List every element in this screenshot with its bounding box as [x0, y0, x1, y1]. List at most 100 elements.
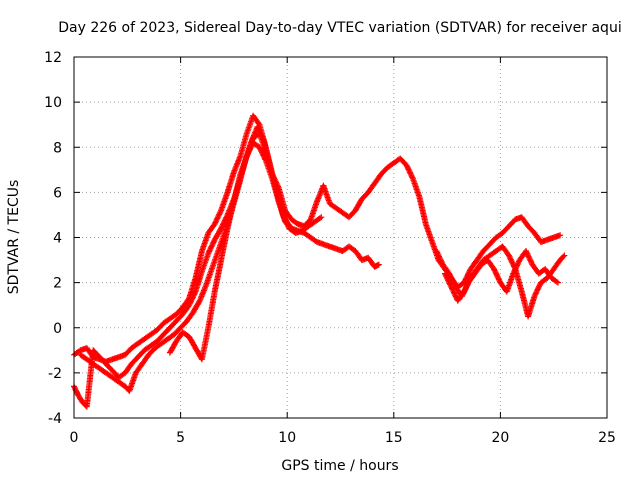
- grid: [74, 57, 607, 418]
- data-marker-run: [205, 290, 218, 331]
- data-marker-run: [179, 303, 192, 318]
- data-marker-run: [446, 270, 458, 289]
- data-marker-run: [275, 184, 288, 212]
- x-tick-label: 10: [278, 430, 296, 446]
- data-marker-run: [525, 223, 537, 235]
- data-marker-run: [139, 353, 151, 367]
- data-marker-run: [75, 392, 85, 404]
- data-marker-run: [371, 172, 384, 187]
- data-marker-run: [198, 251, 211, 275]
- data-marker-run: [115, 378, 127, 389]
- data-marker-run: [186, 276, 199, 302]
- data-marker-run: [250, 112, 262, 127]
- series-arc-5: [442, 243, 568, 320]
- data-marker-run: [548, 275, 560, 285]
- y-tick-label: 10: [44, 95, 62, 111]
- data-marker-run: [499, 224, 511, 236]
- data-marker-run: [378, 165, 390, 178]
- data-marker-run: [77, 351, 89, 362]
- data-marker-run: [177, 319, 189, 331]
- data-marker-run: [326, 200, 338, 211]
- data-marker-run: [358, 190, 371, 203]
- data-marker-run: [384, 160, 396, 171]
- data-marker-run: [301, 230, 313, 240]
- data-marker-run: [442, 270, 454, 289]
- data-marker-run: [224, 199, 237, 232]
- data-marker-run: [224, 170, 237, 196]
- data-marker-run: [518, 214, 531, 228]
- data-marker-run: [230, 154, 243, 176]
- data-marker-run: [211, 258, 224, 295]
- y-tick-label: 8: [53, 140, 62, 156]
- x-tick-label: 0: [70, 430, 79, 446]
- chart-title: Day 226 of 2023, Sidereal Day-to-day VTE…: [58, 20, 621, 36]
- y-tick-label: 4: [53, 231, 62, 247]
- data-marker-run: [448, 284, 461, 303]
- data-marker-run: [196, 283, 209, 304]
- data-marker-run: [491, 266, 503, 285]
- data-marker-run: [160, 316, 172, 327]
- data-marker-run: [542, 266, 554, 280]
- data-marker-run: [90, 347, 102, 359]
- series-arc-2: [71, 130, 382, 410]
- data-marker-run: [128, 341, 140, 352]
- data-marker-run: [154, 321, 166, 333]
- data-marker-run: [160, 325, 172, 338]
- data-marker-run: [275, 198, 288, 221]
- data-marker-run: [179, 296, 192, 311]
- data-marker-run: [190, 298, 203, 315]
- data-marker-run: [523, 248, 535, 267]
- data-marker-run: [173, 312, 185, 324]
- series-arc-6: [433, 248, 561, 300]
- data-marker-run: [282, 207, 294, 222]
- data-marker-run: [459, 281, 471, 300]
- data-marker-run: [250, 139, 262, 150]
- x-tick-label: 20: [491, 430, 509, 446]
- data-marker-run: [499, 243, 511, 258]
- data-marker-run: [166, 312, 179, 322]
- data-marker-run: [198, 326, 211, 363]
- data-marker-run: [192, 269, 205, 295]
- data-marker-run: [269, 175, 282, 203]
- data-marker-run: [237, 132, 250, 160]
- data-marker-run: [166, 319, 179, 331]
- data-marker-run: [145, 346, 157, 358]
- data-marker-run: [537, 276, 549, 286]
- data-marker-run: [531, 281, 544, 300]
- y-tick-label: 12: [44, 50, 62, 66]
- data-marker-run: [96, 365, 108, 375]
- data-marker-run: [397, 155, 409, 168]
- plot-frame: [73, 56, 608, 419]
- data-marker: [318, 214, 325, 221]
- data-marker-run: [186, 290, 198, 309]
- series-arc-4: [166, 139, 295, 363]
- data-marker-run: [299, 224, 311, 234]
- data-marker-run: [307, 234, 319, 245]
- data-marker-run: [171, 325, 183, 338]
- data-marker-run: [307, 199, 320, 223]
- data-marker-run: [465, 271, 477, 286]
- data-marker-run: [480, 242, 492, 254]
- data-marker-run: [103, 369, 115, 380]
- data-marker-run: [132, 362, 145, 376]
- data-marker-run: [311, 215, 323, 225]
- y-tick-label: 2: [53, 276, 62, 292]
- data-marker-run: [471, 262, 484, 277]
- data-marker-run: [493, 230, 505, 241]
- data-marker-run: [333, 205, 345, 215]
- y-tick-label: -2: [48, 366, 62, 382]
- x-tick-label: 25: [598, 430, 616, 446]
- data-marker-run: [218, 190, 230, 214]
- data-marker-run: [346, 243, 358, 254]
- data-marker-run: [346, 208, 358, 221]
- data-marker-run: [96, 354, 108, 366]
- data-marker-run: [83, 356, 95, 366]
- x-tick-label: 5: [176, 430, 185, 446]
- data-marker: [375, 261, 382, 268]
- data-marker-run: [192, 249, 205, 282]
- data-marker-run: [218, 213, 230, 232]
- data-marker-run: [243, 141, 256, 160]
- data-marker-run: [184, 310, 196, 324]
- data-marker-run: [256, 144, 269, 163]
